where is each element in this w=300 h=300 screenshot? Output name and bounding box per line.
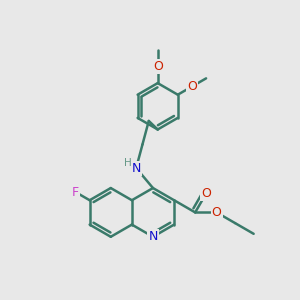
Text: O: O (153, 60, 163, 73)
Text: N: N (148, 230, 158, 243)
Text: O: O (212, 206, 221, 219)
Text: F: F (72, 186, 79, 199)
Text: O: O (187, 80, 197, 93)
Text: N: N (131, 161, 141, 175)
Text: H: H (124, 158, 132, 168)
Text: O: O (201, 188, 211, 200)
